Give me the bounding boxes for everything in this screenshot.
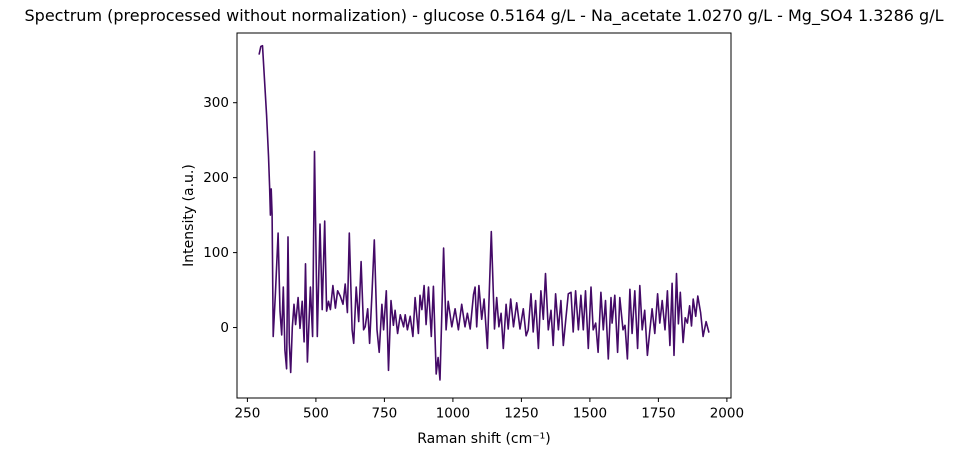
spectrum-line [258, 44, 710, 381]
y-tick-label: 200 [203, 170, 229, 186]
y-tick-label: 300 [203, 95, 229, 111]
x-tick-label: 2000 [710, 406, 744, 422]
x-tick-label: 1750 [641, 406, 675, 422]
y-tick-label: 100 [203, 245, 229, 261]
x-tick-label: 750 [372, 406, 398, 422]
x-tick-label: 1500 [573, 406, 607, 422]
y-axis-label: Intensity (a.u.) [181, 164, 197, 267]
x-axis-label: Raman shift (cm⁻¹) [417, 431, 550, 447]
plot-border [236, 32, 732, 399]
x-tick-label: 1250 [504, 406, 538, 422]
x-tick-label: 500 [303, 406, 329, 422]
y-tick-label: 0 [220, 320, 229, 336]
x-tick-label: 1000 [436, 406, 470, 422]
x-tick-label: 250 [235, 406, 261, 422]
chart-title: Spectrum (preprocessed without normaliza… [24, 6, 944, 25]
